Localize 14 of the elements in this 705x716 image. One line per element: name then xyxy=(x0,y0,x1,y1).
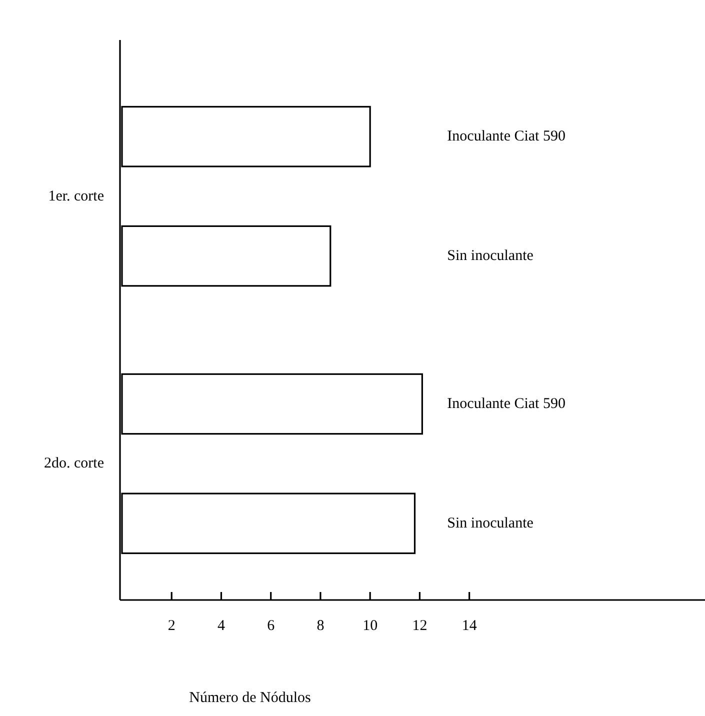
x-axis-title: Número de Nódulos xyxy=(189,690,311,706)
x-tick-label: 10 xyxy=(362,618,378,634)
x-tick-label: 8 xyxy=(316,618,324,634)
x-tick-label: 14 xyxy=(462,618,478,634)
x-tick-label: 6 xyxy=(267,618,276,634)
series-label: Inoculante Ciat 590 xyxy=(447,396,566,412)
y-tick-label: 2do. corte xyxy=(44,456,104,472)
x-tick-label: 2 xyxy=(168,618,176,634)
x-tick-label: 4 xyxy=(217,618,226,634)
text: Sin inoculante xyxy=(447,515,534,532)
text: Sin inoculante xyxy=(447,248,534,264)
y-tick-label: 1er. corte xyxy=(48,188,104,204)
text: Inoculante Ciat 590 xyxy=(447,128,566,145)
x-tick-label: 12 xyxy=(412,618,428,634)
